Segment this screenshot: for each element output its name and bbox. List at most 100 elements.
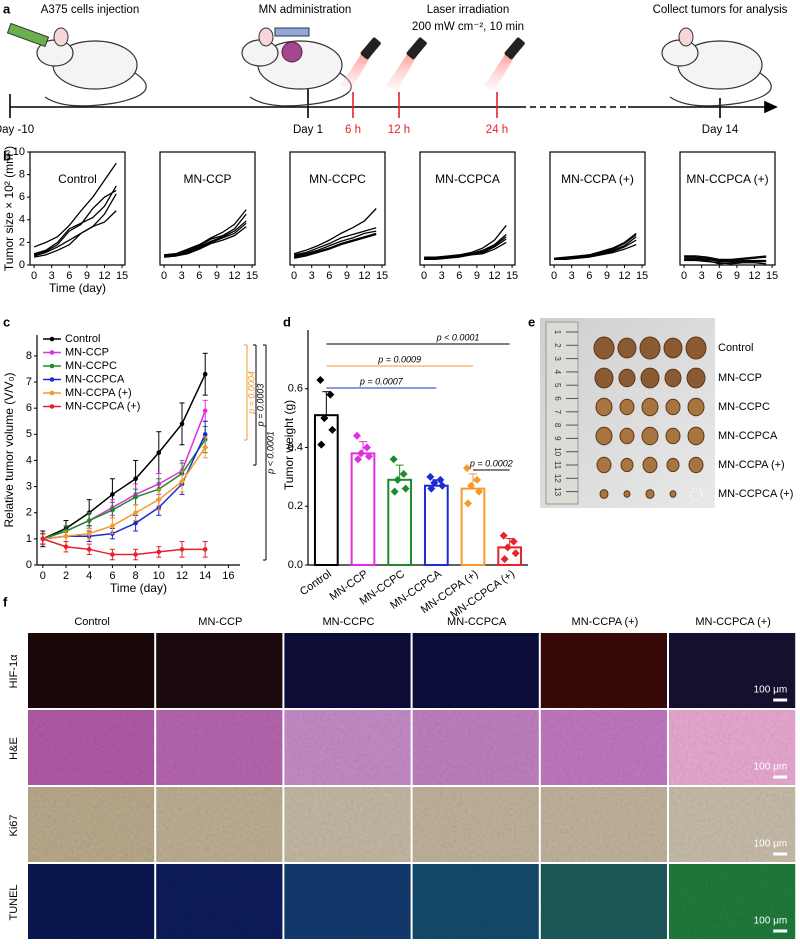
bar — [460, 487, 486, 566]
tumor-photo — [593, 336, 615, 360]
panel-label: b — [3, 148, 11, 163]
y-tick-label: 2 — [26, 507, 32, 519]
series-line — [684, 256, 767, 262]
series-line — [33, 210, 117, 258]
data-point — [202, 432, 208, 437]
series-line — [424, 225, 507, 258]
micrograph-texture — [156, 633, 283, 708]
micrograph-texture — [540, 864, 667, 939]
microneedle — [274, 27, 310, 37]
mouse-illustration — [258, 27, 274, 47]
tumor-photo — [596, 456, 612, 474]
mouse-illustration — [661, 39, 699, 67]
ruler-number: 6 — [553, 396, 562, 401]
series-line — [42, 373, 206, 540]
x-tick-label: 12 — [618, 270, 630, 282]
x-tick-label: 12 — [228, 270, 240, 282]
laser-time: 6 h — [345, 124, 361, 136]
ruler-number: 4 — [553, 370, 562, 375]
y-axis-label: Relative tumor volume (V/V₀) — [2, 372, 16, 527]
data-point — [427, 484, 436, 493]
data-point — [500, 555, 509, 564]
y-tick-label: 4 — [19, 214, 25, 226]
series-line — [684, 257, 767, 263]
tumor-photo — [619, 427, 635, 445]
data-point — [353, 431, 361, 440]
x-tick-label: 12 — [488, 270, 500, 282]
data-point — [317, 440, 326, 449]
series-line — [164, 220, 247, 257]
p-value: p < 0.0001 — [265, 431, 275, 475]
ruler-number: 8 — [553, 423, 562, 428]
empty-marker — [689, 487, 703, 501]
chart-title: MN-CCP — [184, 172, 232, 186]
ruler-number: 1 — [553, 330, 562, 335]
chart-title: MN-CCPCA — [435, 172, 500, 186]
mouse-illustration — [678, 27, 694, 47]
micrograph-texture — [412, 787, 539, 862]
data-point — [511, 549, 520, 558]
y-tick-label: 0 — [19, 259, 25, 271]
day-label: Day 14 — [702, 124, 739, 136]
micrograph-texture — [669, 864, 796, 939]
ruler-number: 10 — [553, 447, 562, 456]
data-point — [133, 494, 138, 500]
y-tick-label: 0.4 — [288, 441, 303, 453]
series-line — [42, 538, 206, 556]
y-tick-label: 3 — [26, 480, 32, 492]
micrograph-texture — [284, 787, 411, 862]
data-point — [110, 492, 115, 497]
ruler — [545, 321, 579, 505]
y-tick-label: 2 — [19, 236, 25, 248]
data-point — [133, 510, 138, 516]
tumor-photo — [687, 426, 705, 446]
ruler-number: 12 — [553, 474, 562, 483]
data-point — [86, 531, 92, 536]
y-axis-label: Tumor size × 10² (mm³) — [2, 146, 16, 271]
x-tick-label: 2 — [63, 570, 69, 582]
data-point — [202, 371, 208, 377]
x-tick-label: 3 — [309, 270, 315, 282]
series-line — [293, 232, 377, 258]
tumor-photo — [595, 426, 613, 446]
laser-beam — [484, 50, 516, 92]
plot-frame — [159, 151, 256, 266]
y-tick-label: 0.6 — [288, 383, 303, 395]
x-tick-label: 0 — [291, 270, 297, 282]
laser-beam — [386, 50, 418, 92]
ruler-number: 9 — [553, 436, 562, 441]
laser-beam — [340, 50, 372, 92]
micrograph-texture — [540, 710, 667, 785]
data-point — [499, 531, 508, 540]
data-point — [202, 445, 208, 450]
group-label: MN-CCP — [718, 372, 762, 384]
tumor-photo — [639, 336, 661, 360]
x-tick-label: 9 — [214, 270, 220, 282]
step-label: Collect tumors for analysis — [653, 4, 788, 16]
panel-label: a — [3, 1, 11, 16]
data-point — [63, 533, 69, 539]
data-point — [399, 469, 408, 478]
p-value: p = 0.0002 — [469, 458, 513, 468]
data-point — [40, 536, 46, 542]
data-point — [133, 552, 138, 557]
panel-label: f — [3, 594, 8, 609]
data-point — [328, 425, 337, 434]
series-line — [554, 244, 637, 260]
micrograph-texture — [412, 710, 539, 785]
data-point — [86, 547, 92, 552]
y-tick-label: 4 — [26, 454, 32, 466]
data-point — [438, 481, 447, 490]
data-point — [133, 520, 138, 526]
micrograph-texture — [669, 787, 796, 862]
data-point — [156, 497, 162, 502]
legend-marker — [49, 377, 55, 382]
x-tick-label: 4 — [86, 570, 92, 582]
tumor-photo — [618, 368, 636, 388]
data-point — [467, 481, 475, 490]
tumor-illustration — [281, 41, 303, 63]
laser-condition: 200 mW cm⁻², 10 min — [412, 21, 524, 33]
column-label: Control — [74, 616, 109, 628]
x-tick-label: 12 — [176, 570, 188, 582]
